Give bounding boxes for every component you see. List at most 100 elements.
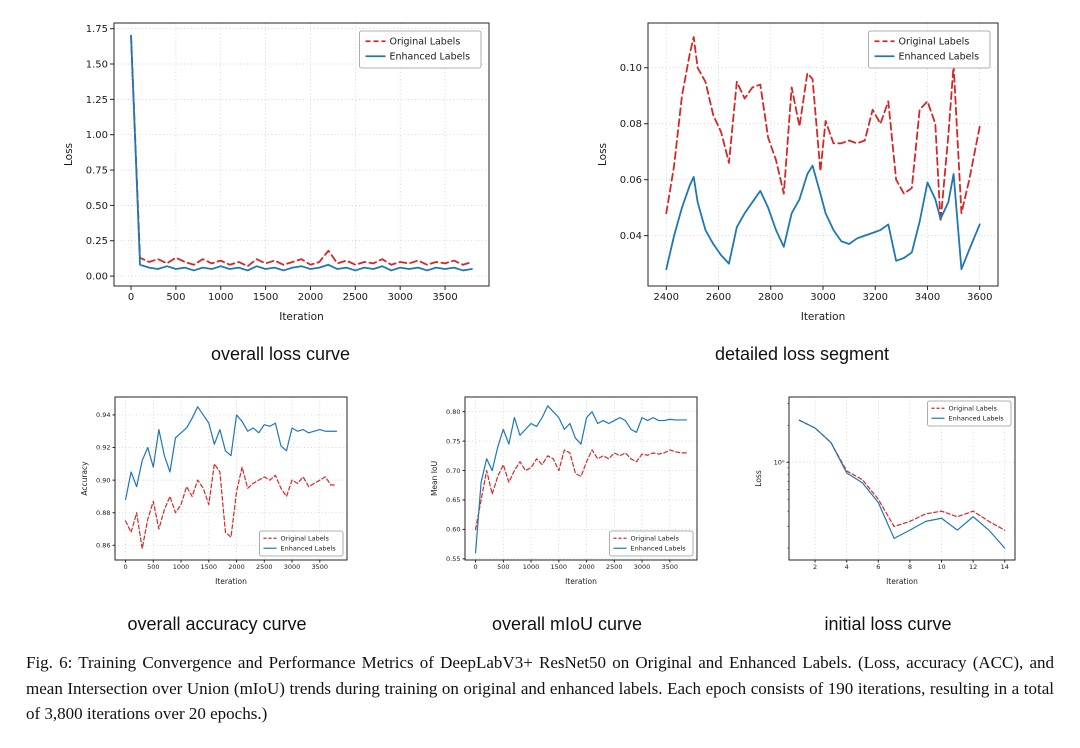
svg-text:0.06: 0.06 [620,175,642,186]
overall-loss-plot: 0 500 1000 1500 2000 2500 3000 3500 0.00 0.25 0.50… [63,22,490,323]
detailed-loss-chart: 2400 2600 2800 3000 3200 3400 3600 0.04 0.06 0.08… [592,10,1012,328]
series-line [124,406,338,501]
svg-text:0.60: 0.60 [446,526,460,534]
svg-text:4: 4 [845,563,849,571]
x-axis-label: Iteration [279,311,324,323]
subcaption-overall-loss: overall loss curve [210,344,351,364]
svg-text:0: 0 [123,563,127,571]
series-line [665,36,981,223]
y-axis-label: Loss [754,470,763,487]
overall-accuracy-chart: 0 500 1000 1500 2000 2500 3000 3500 0.86 0.88 0.90… [78,388,356,588]
svg-text:2000: 2000 [298,292,323,303]
svg-text:8: 8 [908,563,912,571]
svg-text:1000: 1000 [173,563,190,571]
svg-text:0.75: 0.75 [86,165,108,176]
legend-label: Original Labels [899,36,970,47]
svg-text:2500: 2500 [343,292,368,303]
initial-loss-plot: 2 4 6 8 10 12 14 10⁰ Iteration Loss Original Label… [754,396,1016,586]
axes-frame [464,396,698,561]
svg-text:2: 2 [813,563,817,571]
svg-text:0: 0 [473,563,477,571]
svg-text:3000: 3000 [284,563,301,571]
series-line [474,449,688,530]
svg-text:2800: 2800 [758,292,783,303]
detailed-loss-plot: 2400 2600 2800 3000 3200 3400 3600 0.04 0.06 0.08… [597,22,999,323]
subcaption-initial-loss: initial loss curve [824,614,952,634]
svg-text:0: 0 [128,292,134,303]
svg-text:1.00: 1.00 [86,130,108,141]
series-group [474,405,688,554]
series-line [124,463,338,550]
svg-text:1.50: 1.50 [86,59,108,70]
svg-text:0.80: 0.80 [446,408,460,416]
legend: Original Labels Enhanced Labels [868,30,991,69]
legend-label: Enhanced Labels [899,51,980,62]
svg-text:2500: 2500 [256,563,273,571]
legend-label: Enhanced Labels [949,414,1005,422]
svg-text:0.70: 0.70 [446,467,460,475]
initial-loss-chart: 2 4 6 8 10 12 14 10⁰ Iteration Loss Original Label… [752,388,1024,588]
svg-text:3600: 3600 [967,292,992,303]
legend-label: Original Labels [281,534,330,542]
x-axis-label: Iteration [565,577,597,586]
svg-text:0.55: 0.55 [446,555,460,563]
legend-label: Original Labels [949,404,998,412]
y-axis-label: Accuracy [80,461,89,496]
legend-box [259,530,344,557]
svg-text:0.08: 0.08 [620,119,642,130]
svg-text:0.90: 0.90 [96,476,110,484]
series-line [665,164,981,271]
series-line [130,34,473,272]
svg-text:1500: 1500 [551,563,568,571]
svg-text:12: 12 [969,563,977,571]
svg-text:500: 500 [166,292,185,303]
svg-text:0.00: 0.00 [86,272,108,283]
svg-text:3000: 3000 [810,292,835,303]
legend: Original Labels Enhanced Labels [359,30,482,69]
svg-text:2400: 2400 [654,292,679,303]
svg-text:1000: 1000 [523,563,540,571]
x-axis-label: Iteration [886,577,918,586]
axis-ticks [462,411,671,563]
axes-frame [114,396,348,561]
axis-ticks [110,28,446,290]
svg-text:1.25: 1.25 [86,95,108,106]
legend-label: Enhanced Labels [631,544,687,552]
subcaption-overall-miou: overall mIoU curve [491,614,643,634]
subcaption-detailed-loss: detailed loss segment [714,344,890,364]
axis-ticks [112,414,321,563]
svg-text:500: 500 [147,563,159,571]
svg-text:3000: 3000 [634,563,651,571]
svg-text:10⁰: 10⁰ [774,458,785,466]
series-group [665,36,981,271]
svg-text:1500: 1500 [253,292,278,303]
tick-labels: 0 500 1000 1500 2000 2500 3000 3500 0.00 0.25 0.50… [86,24,458,303]
series-line [474,405,688,554]
legend: Original Labels Enhanced Labels [259,530,344,557]
legend-label: Enhanced Labels [281,544,337,552]
svg-text:0.92: 0.92 [96,444,110,452]
svg-text:500: 500 [497,563,509,571]
grid [789,397,1015,560]
svg-text:0.65: 0.65 [446,496,460,504]
axis-ticks [644,67,981,290]
y-axis-label: Mean IoU [430,461,439,496]
svg-text:0.04: 0.04 [620,231,642,242]
svg-text:3400: 3400 [915,292,940,303]
x-axis-label: Iteration [215,577,247,586]
legend-label: Original Labels [631,534,680,542]
series-group [798,419,1006,549]
legend-box [359,30,482,69]
svg-text:0.86: 0.86 [96,542,110,550]
svg-text:14: 14 [1001,563,1009,571]
tick-labels: 0 500 1000 1500 2000 2500 3000 3500 0.55 0.60 0.65… [446,408,678,571]
grid [648,23,998,286]
overall-miou-plot: 0 500 1000 1500 2000 2500 3000 3500 0.55 0.60 0.65… [430,396,698,586]
svg-text:2500: 2500 [606,563,623,571]
legend-box [868,30,991,69]
svg-text:6: 6 [876,563,880,571]
svg-text:3200: 3200 [863,292,888,303]
tick-labels: 2 4 6 8 10 12 14 10⁰ [774,458,1009,571]
svg-text:3000: 3000 [387,292,412,303]
legend-box [609,530,694,557]
